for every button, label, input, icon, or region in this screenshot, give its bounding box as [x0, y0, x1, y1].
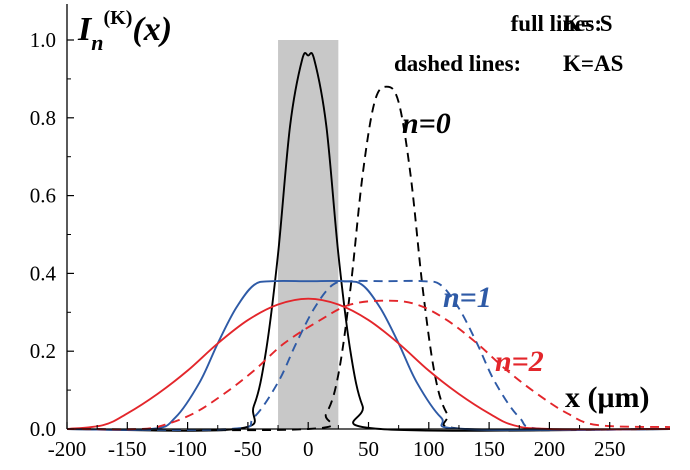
y-axis-title: In(K)(x) [77, 7, 172, 55]
curve-n0-s [66, 52, 671, 432]
x-tick-label: -100 [168, 437, 207, 461]
curve-n2-s [66, 297, 671, 431]
curve-n0-as [66, 85, 671, 432]
legend-dashed-label: dashed lines: [394, 51, 521, 76]
legend-full-label: full lines: [511, 11, 602, 36]
legend-full-value: K= S [563, 11, 613, 36]
y-tick-label: 1.0 [30, 28, 56, 52]
shaded-region [278, 40, 339, 429]
curve-label-n1: n=1 [443, 281, 492, 314]
x-tick-label: 50 [358, 437, 379, 461]
legend-dashed-value: K=AS [563, 51, 623, 76]
x-tick-label: 250 [594, 437, 626, 461]
curve-n1-as [66, 279, 671, 431]
curve-n2-as [66, 299, 671, 431]
x-tick-label: -200 [48, 437, 87, 461]
y-axis-title-sub: n [91, 30, 103, 55]
curve-label-n0: n=0 [402, 107, 451, 140]
y-tick-label: 0.8 [30, 106, 56, 130]
y-axis-title-sup: (K) [103, 7, 132, 29]
y-tick-label: 0.4 [30, 261, 57, 285]
y-tick-label: 0.6 [30, 184, 56, 208]
x-tick-label: 100 [413, 437, 445, 461]
curve-label-n2: n=2 [495, 345, 544, 378]
y-tick-label: 0.0 [30, 417, 56, 441]
y-tick-label: 0.2 [30, 339, 56, 363]
x-tick-label: -50 [234, 437, 262, 461]
x-tick-label: -150 [108, 437, 147, 461]
x-tick-label: 200 [534, 437, 566, 461]
x-tick-label: 0 [303, 437, 314, 461]
x-tick-label: 150 [473, 437, 505, 461]
x-axis-title: x (μm) [565, 381, 649, 414]
curve-n1-s [66, 279, 671, 431]
